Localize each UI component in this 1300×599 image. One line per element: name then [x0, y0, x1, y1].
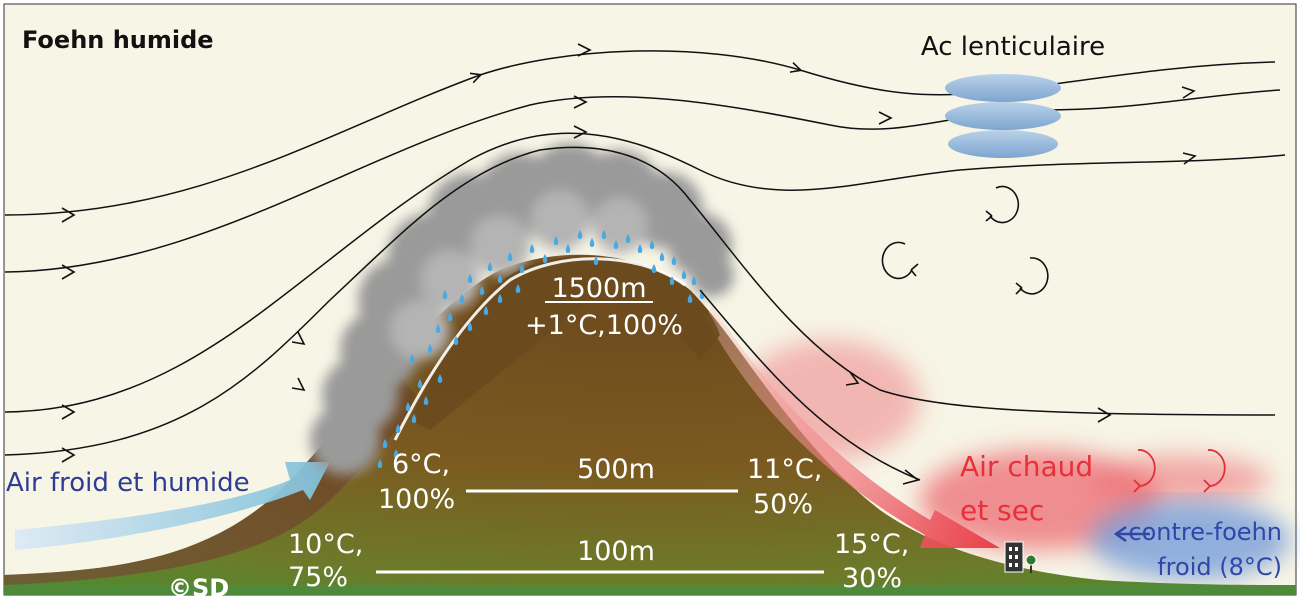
- rain-drop: [459, 294, 465, 303]
- rain-drop: [529, 244, 535, 253]
- counter-foehn-label-2: froid (8°C): [1157, 553, 1282, 581]
- rain-drop: [681, 270, 687, 279]
- streamline-4: [4, 146, 1276, 456]
- cap-cloud: [310, 143, 734, 475]
- streamline-1: [4, 50, 1276, 216]
- streamline-5: [699, 289, 921, 481]
- rain-drop: [593, 256, 599, 265]
- rain-drop: [437, 374, 443, 383]
- rain-drop: [671, 256, 677, 265]
- level-500-leeward-humidity: 50%: [753, 489, 813, 520]
- rain-drop: [453, 336, 459, 345]
- rain-drop: [613, 240, 619, 249]
- rain-drop: [467, 274, 473, 283]
- rain-drop: [637, 244, 643, 253]
- rain-drop: [515, 284, 521, 293]
- warm-air-label-1: Air chaud: [960, 450, 1093, 483]
- rain-drop: [687, 294, 693, 303]
- level-100-windward-humidity: 75%: [288, 562, 348, 593]
- rain-drop: [651, 264, 657, 273]
- rain-drop: [447, 312, 453, 321]
- counter-foehn-air-mass: [1090, 500, 1290, 580]
- rain-drop: [405, 402, 411, 411]
- rain-drop: [479, 286, 485, 295]
- rain-drop: [382, 439, 388, 448]
- rain-drop: [542, 254, 548, 263]
- rain-drop: [483, 306, 489, 315]
- cold-air-arrow: [15, 462, 330, 550]
- counter-foehn-label-1: contre-foehn: [1128, 518, 1282, 546]
- rain-drop: [377, 459, 383, 468]
- airflow-streamlines: [4, 50, 1286, 481]
- rain-drop: [649, 240, 655, 249]
- rain-drop: [442, 290, 448, 299]
- rain-drop: [601, 230, 607, 239]
- level-500-altitude: 500m: [577, 454, 655, 485]
- rain-drops: [377, 230, 705, 468]
- lenticular-label: Ac lenticulaire: [921, 32, 1105, 62]
- rain-drop: [625, 234, 631, 243]
- streamline-3: [4, 132, 1286, 413]
- tree-icon: [1025, 554, 1037, 573]
- level-100-windward-temp: 10°C,: [288, 529, 363, 560]
- rain-drop: [699, 290, 705, 299]
- mountain-body: [4, 254, 1296, 596]
- level-500-leeward-temp: 11°C,: [747, 454, 822, 485]
- level-500-windward-temp: 6°C,: [392, 449, 450, 480]
- rain-drop: [497, 294, 503, 303]
- building-icon: [1004, 541, 1024, 573]
- ground-strip: [4, 585, 1296, 595]
- rain-drop: [577, 230, 583, 239]
- rain-drop: [507, 252, 513, 261]
- rain-drop: [519, 264, 525, 273]
- counter-foehn-arrow: [1113, 525, 1150, 543]
- rain-drop: [691, 276, 697, 285]
- level-100-leeward-humidity: 30%: [842, 563, 902, 594]
- level-100-altitude: 100m: [577, 536, 655, 567]
- rain-drop: [393, 449, 399, 458]
- streamline-2: [4, 89, 1281, 273]
- level-500-windward-humidity: 100%: [378, 484, 455, 515]
- rain-drop: [427, 344, 433, 353]
- cold-air-label: Air froid et humide: [6, 468, 250, 498]
- rain-drop: [417, 379, 423, 388]
- summit-altitude: 1500m: [551, 273, 646, 304]
- rain-drop: [497, 274, 503, 283]
- turbulence-eddies: [881, 185, 1049, 295]
- rain-drop: [411, 414, 417, 423]
- rain-drop: [467, 322, 473, 331]
- warm-air-eddies: [1133, 449, 1226, 493]
- diagram-title: Foehn humide: [22, 26, 214, 54]
- rain-drop: [589, 238, 595, 247]
- rain-drop: [487, 262, 493, 271]
- streamline-arrowheads: [61, 43, 1197, 485]
- warm-air-label-2: et sec: [960, 494, 1044, 527]
- lenticular-clouds: [945, 74, 1061, 158]
- level-100-leeward-temp: 15°C,: [834, 529, 909, 560]
- rain-drop: [669, 276, 675, 285]
- rain-drop: [565, 244, 571, 253]
- copyright: ©SD: [168, 574, 229, 599]
- rain-drop: [659, 252, 665, 261]
- rain-drop: [409, 354, 415, 363]
- rain-drop: [423, 396, 429, 405]
- rain-drop: [553, 236, 559, 245]
- summit-conditions: +1°C,100%: [525, 310, 683, 341]
- rain-drop: [435, 324, 441, 333]
- snow-ridge: [393, 257, 686, 441]
- rain-drop: [395, 424, 401, 433]
